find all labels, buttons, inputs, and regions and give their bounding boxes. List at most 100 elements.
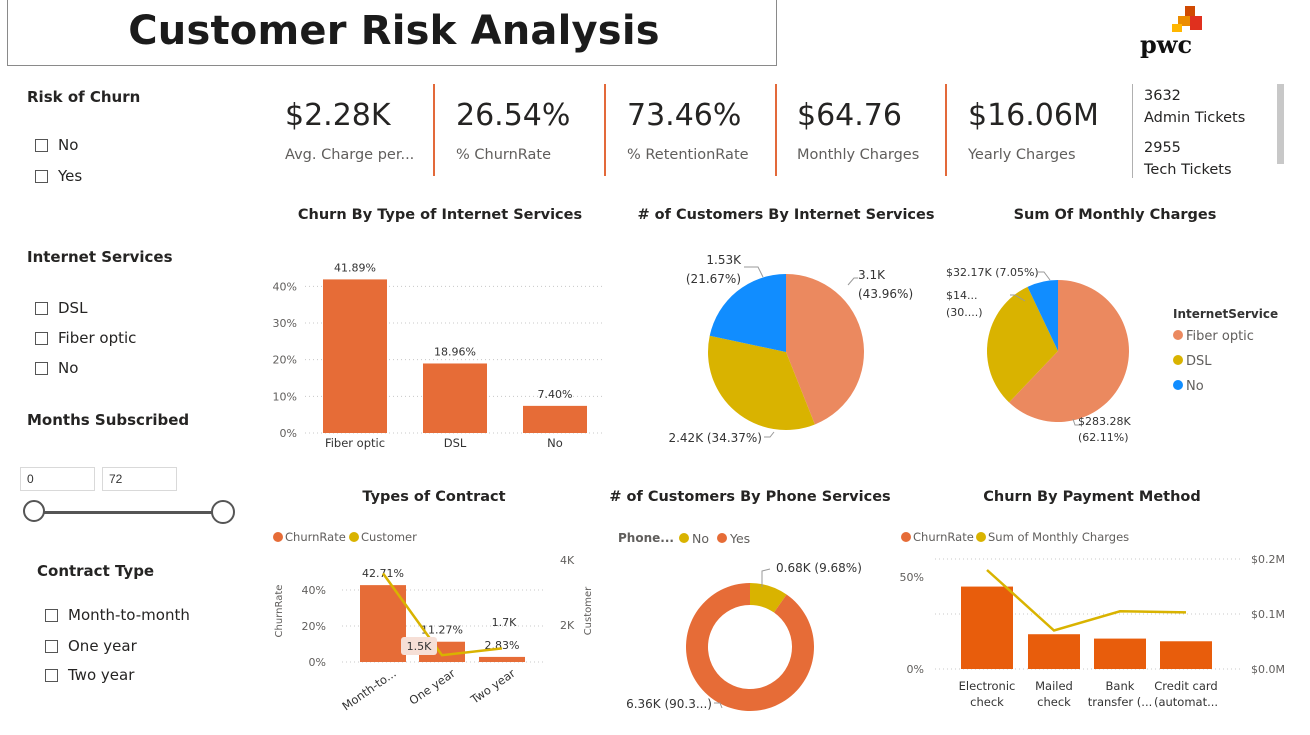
kpi-value-churn-rate: 26.54% [456, 98, 571, 133]
pie-slice [708, 335, 815, 430]
series-line [381, 572, 503, 657]
months-slider-track[interactable] [34, 511, 222, 514]
data-label: (30....) [946, 306, 983, 319]
admin-tickets-count: 3632 [1144, 88, 1181, 104]
chart-payment: ChurnRate Sum of Monthly Charges 0% 50% $0.0… [900, 530, 1285, 709]
slicer-item-label: No [58, 136, 79, 154]
x-tick-label: Fiber optic [325, 436, 385, 450]
page-title: Customer Risk Analysis [128, 8, 660, 54]
slicer-item-label: Yes [58, 167, 83, 185]
x-tick-label: Electronic [959, 679, 1016, 693]
kpi-label-retention-rate: % RetentionRate [627, 147, 749, 163]
x-tick-label: (automat... [1154, 695, 1218, 709]
slicer-item-dsl[interactable]: DSL [35, 299, 87, 317]
kpi-value-monthly-charges: $64.76 [797, 98, 902, 133]
slicer-item-fiber[interactable]: Fiber optic [35, 329, 136, 347]
y-tick-label: 0% [907, 663, 924, 676]
data-label: 6.36K (90.3...) [626, 697, 712, 711]
checkbox-icon[interactable] [35, 301, 48, 315]
slicer-item-two-year[interactable]: Two year [45, 666, 134, 684]
x-tick-label: DSL [444, 436, 467, 450]
slicer-item-label: No [58, 359, 79, 377]
data-label: $283.28K [1078, 415, 1131, 428]
x-tick-label: transfer (... [1088, 695, 1153, 709]
y2-tick-label: $0.1M [1251, 608, 1285, 621]
data-label: 0.68K (9.68%) [776, 561, 862, 575]
data-label: (62.11%) [1078, 431, 1129, 444]
kpi-separator [604, 84, 606, 176]
checkbox-icon[interactable] [45, 639, 58, 653]
data-label: 41.89% [334, 261, 376, 274]
slicer-item-label: One year [68, 637, 137, 655]
bar [1094, 638, 1146, 669]
series-line [986, 569, 1187, 632]
legend-item: Customer [361, 530, 417, 544]
leader-line [764, 431, 775, 438]
legend-swatch-icon [679, 533, 689, 543]
chart-title-phone: # of Customers By Phone Services [609, 489, 891, 505]
slicer-item-label: DSL [58, 299, 88, 317]
tickets-scrollbar[interactable] [1277, 84, 1284, 164]
y-tick-label: 40% [302, 584, 326, 597]
months-slider-handle-min[interactable] [23, 500, 45, 522]
pwc-logo-text: pwc [1140, 30, 1193, 59]
line-data-label: 1.5K [407, 640, 432, 653]
pie-slice [709, 274, 786, 352]
bar [961, 586, 1013, 669]
leader-line [714, 702, 723, 709]
y-tick-label: 30% [273, 317, 297, 330]
tech-tickets-count: 2955 [1144, 140, 1181, 156]
slicer-item-month-to-month[interactable]: Month-to-month [45, 606, 190, 624]
slicer-item-risk-no[interactable]: No [35, 136, 78, 154]
slicer-item-one-year[interactable]: One year [45, 637, 137, 655]
pwc-logo-mark-icon [1172, 6, 1202, 32]
slicer-item-label: Fiber optic [58, 329, 137, 347]
bar [479, 656, 525, 662]
checkbox-icon[interactable] [35, 138, 48, 152]
y-tick-label: 0% [309, 656, 326, 669]
kpi-label-churn-rate: % ChurnRate [456, 147, 552, 163]
checkbox-icon[interactable] [35, 169, 48, 183]
legend-swatch-icon [717, 533, 727, 543]
chart-customers-internet: 3.1K (43.96%) 2.42K (34.37%) 1.53K (21.67%) [668, 253, 913, 445]
leader-line [761, 568, 771, 587]
data-label: 7.40% [538, 388, 573, 401]
checkbox-icon[interactable] [35, 331, 48, 345]
chart-churn-internet: 0% 10% 20% 30% 40% 41.89% Fiber optic 18.96% DSL… [273, 261, 605, 450]
kpi-label-avg-charge: Avg. Charge per... [285, 147, 415, 163]
y2-tick-label: $0.0M [1251, 663, 1285, 676]
data-label: (21.67%) [686, 272, 741, 286]
chart-contract: ChurnRate Customer 0% 20% 40% 2K 4K ChurnRate Cu… [273, 530, 594, 713]
kpi-value-yearly-charges: $16.06M [968, 98, 1099, 133]
legend-item: No [692, 531, 709, 546]
y-tick-label: 20% [302, 620, 326, 633]
x-tick-label: Month-to... [339, 666, 398, 713]
kpi-value-retention-rate: 73.46% [627, 98, 742, 133]
y-tick-label: 10% [273, 390, 297, 403]
pie-slice [1009, 280, 1129, 422]
slicer-item-label: Two year [68, 666, 135, 684]
admin-tickets-label: Admin Tickets [1144, 110, 1246, 126]
checkbox-icon[interactable] [45, 668, 58, 682]
data-label: 11.27% [421, 624, 463, 637]
bar [523, 405, 587, 433]
months-max-input[interactable] [102, 467, 177, 491]
donut-slice [750, 583, 787, 613]
pie-slice [1027, 280, 1058, 351]
checkbox-icon[interactable] [45, 608, 58, 622]
months-slider-handle-max[interactable] [211, 500, 235, 524]
chart-title-contract: Types of Contract [362, 489, 506, 505]
legend-item: DSL [1186, 354, 1212, 369]
leader-line [847, 277, 858, 286]
slicer-item-internet-no[interactable]: No [35, 359, 78, 377]
kpi-label-yearly-charges: Yearly Charges [968, 147, 1076, 163]
legend-item: Sum of Monthly Charges [988, 530, 1129, 544]
months-min-input[interactable] [20, 467, 95, 491]
legend-item: No [1186, 379, 1204, 394]
pie-slice [987, 286, 1058, 403]
y-tick-label: 40% [273, 280, 297, 293]
slicer-item-risk-yes[interactable]: Yes [35, 167, 82, 185]
y2-tick-label: 2K [560, 619, 575, 632]
checkbox-icon[interactable] [35, 361, 48, 375]
x-tick-label: Credit card [1154, 679, 1217, 693]
